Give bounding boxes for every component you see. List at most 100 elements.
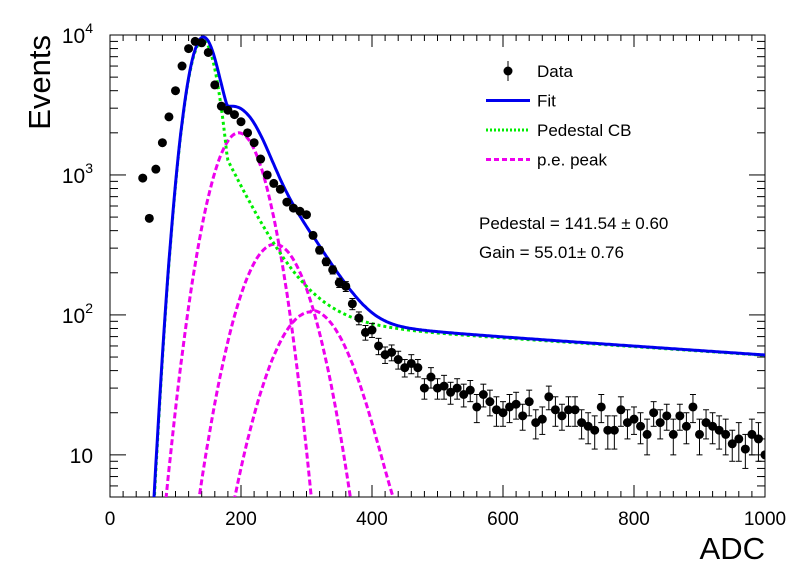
legend-label: Pedestal CB [537,121,632,140]
data-point [229,110,239,120]
data-marker [688,402,698,412]
data-marker [216,101,226,111]
data-marker [367,325,377,335]
x-tick-label: 400 [356,509,388,530]
data-marker [354,313,364,323]
data-point [590,415,600,450]
pe-peak-curve-1 [164,131,313,497]
data-marker [347,299,357,309]
data-point [426,367,436,389]
data-point [262,170,272,180]
data-point [603,415,613,450]
y-tick-labels: 10 102 103 104 [62,20,93,468]
data-marker [681,421,691,431]
data-marker [701,418,711,428]
data-point [577,409,587,440]
data-point [184,44,194,54]
data-point [695,418,704,456]
data-point [282,197,292,207]
data-point [334,277,344,288]
data-marker [374,341,384,351]
data-point [518,403,528,431]
data-marker [465,385,475,395]
data-point [387,344,397,362]
data-marker [570,405,580,415]
data-marker [695,429,704,439]
data-point [223,105,233,115]
data-marker [439,381,449,391]
data-marker [511,399,521,409]
data-marker [721,429,731,439]
data-marker [708,421,718,431]
data-point [393,350,403,370]
data-marker [177,61,187,71]
data-point [302,210,311,220]
data-marker [138,173,148,183]
data-point [459,383,469,408]
y-tick-label: 104 [62,20,93,48]
data-marker [616,405,626,415]
data-marker [583,421,593,431]
data-point [413,359,423,378]
data-point [668,418,678,456]
data-point [472,393,482,424]
data-point [315,245,325,255]
legend-label: p.e. peak [537,151,607,170]
data-point [236,117,246,127]
y-tick-label: 102 [62,300,93,328]
pedestal-annotation: Pedestal = 141.54 ± 0.60 [479,214,668,233]
x-tick-label: 800 [618,509,650,530]
data-point [753,422,763,462]
data-marker [236,117,246,127]
data-point [321,257,331,267]
legend-entry-p-e-peak: p.e. peak [486,151,607,170]
data-marker [478,389,488,399]
data-point [662,403,672,431]
data-point [341,281,351,292]
data-marker [524,397,534,407]
data-point [537,406,547,435]
data-point [446,381,456,405]
data-point [197,38,207,48]
x-axis-label: ADC [700,531,765,566]
data-marker [426,372,436,382]
data-point [256,154,266,164]
data-point [550,396,560,427]
data-marker [446,387,456,397]
x-tick-label: 200 [225,509,257,530]
data-point [433,378,442,400]
data-marker [537,414,547,424]
data-point [354,311,364,326]
x-tick-label: 600 [487,509,519,530]
data-marker [459,389,469,399]
data-point [570,396,580,427]
data-point [439,374,449,400]
data-point [564,396,573,427]
x-tick-label: 0 [105,509,116,530]
data-point [308,230,318,240]
legend-marker [503,66,513,76]
data-marker [400,363,410,373]
data-marker [760,450,765,460]
data-marker [229,110,239,120]
data-marker [642,429,652,439]
data-marker [603,425,613,435]
data-point [636,412,646,445]
data-marker [753,434,763,444]
data-point [642,418,652,456]
data-marker [564,405,573,415]
data-marker [406,358,416,368]
data-marker [275,184,285,194]
data-marker [413,363,423,373]
data-marker [740,444,750,454]
data-point [485,389,495,417]
x-tick-label: 1000 [744,509,786,530]
data-marker [714,425,724,435]
data-marker [727,439,737,449]
data-point [144,213,154,223]
data-marker [315,245,325,255]
data-marker [144,213,154,223]
data-point [629,406,639,435]
legend-entry-fit: Fit [486,92,556,111]
data-point [164,112,174,122]
